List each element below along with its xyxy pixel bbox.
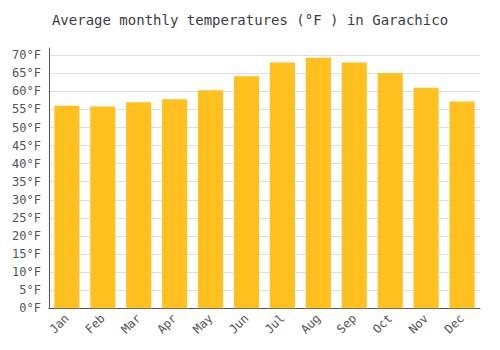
svg-text:20°F: 20°F — [12, 229, 41, 243]
svg-text:Dec: Dec — [442, 311, 467, 336]
svg-text:0°F: 0°F — [19, 301, 41, 315]
svg-text:5°F: 5°F — [19, 283, 41, 297]
svg-text:Sep: Sep — [334, 311, 359, 336]
svg-text:Nov: Nov — [406, 311, 431, 336]
svg-text:25°F: 25°F — [12, 211, 41, 225]
svg-text:40°F: 40°F — [12, 157, 41, 171]
svg-text:May: May — [190, 311, 215, 336]
svg-text:Mar: Mar — [118, 311, 143, 336]
svg-text:30°F: 30°F — [12, 193, 41, 207]
svg-text:Jan: Jan — [47, 311, 72, 336]
svg-text:35°F: 35°F — [12, 175, 41, 189]
svg-text:Oct: Oct — [370, 311, 395, 336]
svg-text:Aug: Aug — [298, 311, 323, 336]
svg-text:Feb: Feb — [83, 311, 108, 336]
svg-text:50°F: 50°F — [12, 121, 41, 135]
svg-text:70°F: 70°F — [12, 48, 41, 62]
svg-text:65°F: 65°F — [12, 66, 41, 80]
svg-text:55°F: 55°F — [12, 102, 41, 116]
svg-text:10°F: 10°F — [12, 265, 41, 279]
svg-text:Jun: Jun — [226, 311, 251, 336]
svg-text:Apr: Apr — [154, 311, 179, 336]
svg-text:60°F: 60°F — [12, 84, 41, 98]
svg-text:45°F: 45°F — [12, 139, 41, 153]
svg-text:Jul: Jul — [262, 311, 287, 336]
svg-text:15°F: 15°F — [12, 247, 41, 261]
svg-text:Average monthly temperatures (: Average monthly temperatures (°F ) in Ga… — [52, 12, 448, 28]
